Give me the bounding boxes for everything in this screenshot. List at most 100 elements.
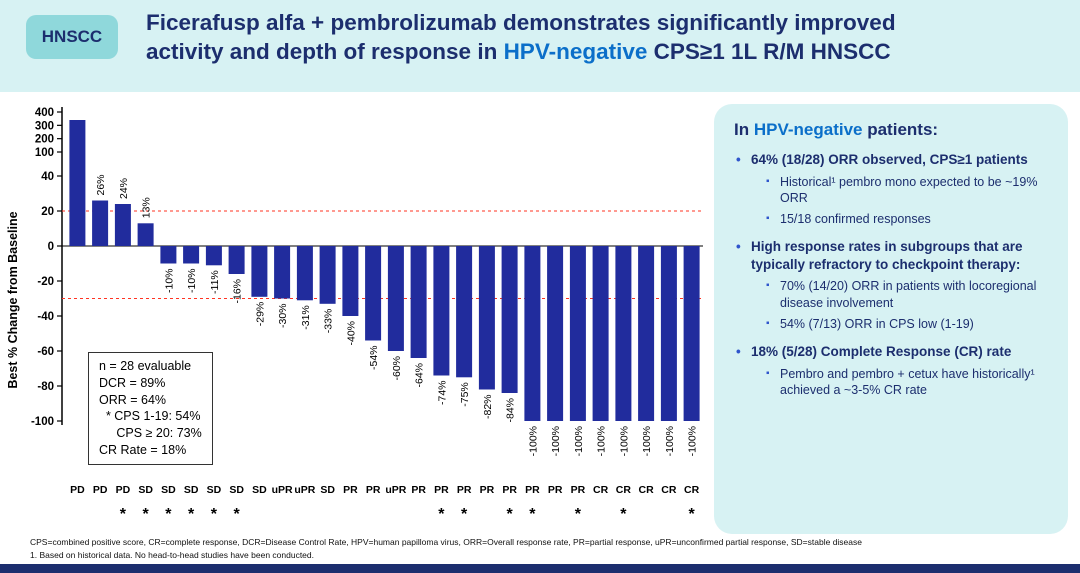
summary-panel: In HPV-negative patients: 64% (18/28) OR… [714, 104, 1068, 534]
cps-low-asterisk: * [188, 506, 195, 523]
footnotes: CPS=combined positive score, CR=complete… [30, 537, 930, 561]
bar [615, 246, 632, 421]
cps-low-asterisk: * [438, 506, 445, 523]
panel-sub-bullets: Historical¹ pembro mono expected to be ~… [734, 174, 1048, 228]
footnote-1: 1. Based on historical data. No head-to-… [30, 550, 314, 561]
bar-value-label: -75% [459, 382, 471, 407]
bar [524, 246, 541, 421]
category-label: PR [366, 484, 381, 496]
y-tick-label: 20 [41, 206, 54, 218]
category-label: PD [70, 484, 85, 496]
y-axis-label: Best % Change from Baseline [6, 211, 20, 388]
abbreviations-note: CPS=combined positive score, CR=complete… [30, 537, 862, 547]
cps-low-asterisk: * [234, 506, 241, 523]
y-tick-label: 40 [41, 171, 54, 183]
bar-value-label: -10% [186, 269, 198, 294]
category-label: CR [639, 484, 655, 496]
category-label: PR [434, 484, 449, 496]
bar [456, 246, 473, 378]
panel-bullet: 18% (5/28) Complete Response (CR) rate [734, 343, 1048, 361]
category-label: PD [93, 484, 108, 496]
category-label: SD [320, 484, 335, 496]
panel-title-post: patients: [862, 120, 939, 139]
bar-value-label: -100% [596, 426, 608, 456]
stats-line: CPS ≥ 20: 73% [99, 426, 202, 440]
category-label: SD [138, 484, 153, 496]
stats-line: ORR = 64% [99, 392, 167, 407]
bar [205, 246, 222, 266]
bar-value-label: -100% [618, 426, 630, 456]
category-label: CR [593, 484, 609, 496]
y-tick-label: 200 [35, 134, 54, 146]
category-label: PR [502, 484, 517, 496]
panel-bullets: 64% (18/28) ORR observed, CPS≥1 patients… [734, 151, 1048, 398]
bottom-bar [0, 564, 1080, 573]
hpv-negative-highlight: HPV-negative [503, 39, 648, 65]
category-label: uPR [385, 484, 406, 496]
bar [296, 246, 313, 301]
panel-sub-bullet: Pembro and pembro + cetux have historica… [766, 366, 1048, 399]
bar [387, 246, 404, 351]
category-label: PR [457, 484, 472, 496]
bar [478, 246, 495, 390]
panel-sub-bullet: Historical¹ pembro mono expected to be ~… [766, 174, 1048, 207]
bar [683, 246, 700, 421]
bar-value-label: -10% [163, 269, 175, 294]
panel-bullet: High response rates in subgroups that ar… [734, 238, 1048, 273]
panel-sub-bullet: 70% (14/20) ORR in patients with locoreg… [766, 278, 1048, 311]
stats-line: CR Rate = 18% [99, 442, 187, 457]
bar [433, 246, 450, 376]
bar-value-label: 26% [95, 174, 107, 195]
y-tick-label: -100 [31, 416, 54, 428]
panel-title-highlight: HPV-negative [753, 120, 863, 139]
title-line2-post: CPS≥1 1L R/M HNSCC [647, 39, 891, 65]
slide-header: HNSCC Ficerafusp alfa + pembrolizumab de… [0, 0, 1080, 92]
category-label: PR [571, 484, 586, 496]
bar-value-label: -84% [505, 398, 517, 423]
waterfall-chart: 40030020010040200-20-40-60-80-100PD26%PD… [6, 107, 703, 523]
bar [274, 246, 291, 299]
cps-low-asterisk: * [143, 506, 150, 523]
bar [638, 246, 655, 421]
category-label: PR [525, 484, 540, 496]
bar [228, 246, 245, 274]
bar-value-label: -64% [414, 363, 426, 388]
bar-value-label: -100% [550, 426, 562, 456]
bar-value-label: -100% [527, 426, 539, 456]
bar [69, 120, 86, 246]
y-tick-label: -20 [37, 276, 54, 288]
bar [569, 246, 586, 421]
panel-sub-bullet: 15/18 confirmed responses [766, 211, 1048, 227]
category-label: SD [229, 484, 244, 496]
y-tick-label: 100 [35, 147, 54, 159]
bar-value-label: 13% [141, 197, 153, 218]
cps-low-asterisk: * [211, 506, 218, 523]
bar [501, 246, 518, 393]
cps-low-asterisk: * [529, 506, 536, 523]
panel-title: In HPV-negative patients: [734, 120, 1048, 140]
bar [92, 200, 109, 246]
category-label: SD [207, 484, 222, 496]
bar [342, 246, 359, 316]
bar [660, 246, 677, 421]
bar-value-label: -33% [323, 309, 335, 334]
category-label: PR [343, 484, 358, 496]
bar-value-label: -11% [209, 270, 221, 294]
y-tick-label: 300 [35, 120, 54, 132]
stats-line: n = 28 evaluable [99, 359, 192, 373]
bar [251, 246, 268, 297]
bar-value-label: -29% [254, 302, 266, 327]
bar-value-label: -30% [277, 304, 289, 329]
bar [410, 246, 427, 358]
cps-low-asterisk: * [507, 506, 514, 523]
category-label: PR [548, 484, 563, 496]
bar [137, 223, 154, 247]
y-tick-label: 0 [48, 241, 54, 253]
y-tick-label: -80 [37, 381, 54, 393]
bar-value-label: -40% [345, 321, 357, 346]
category-label: uPR [272, 484, 293, 496]
cps-low-asterisk: * [575, 506, 582, 523]
bar [319, 246, 336, 304]
panel-sub-bullets: Pembro and pembro + cetux have historica… [734, 366, 1048, 399]
